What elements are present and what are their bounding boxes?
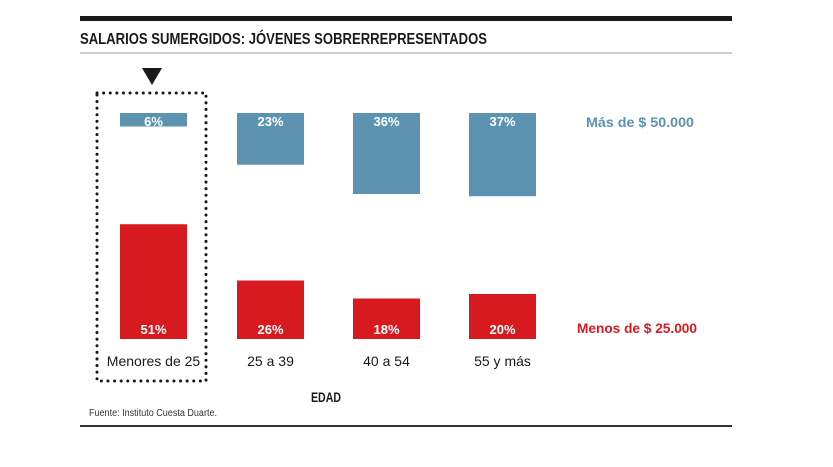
bar-high-income <box>353 113 420 194</box>
category-label: 25 a 39 <box>247 353 294 369</box>
data-label-high-income: 37% <box>489 114 515 129</box>
data-label-low-income: 18% <box>373 322 399 337</box>
data-label-low-income: 51% <box>140 322 166 337</box>
bar-low-income <box>237 280 304 339</box>
bar-high-income <box>237 113 304 165</box>
bar-low-income <box>469 294 536 339</box>
legend-low-income: Menos de $ 25.000 <box>577 320 697 336</box>
bar-low-income <box>353 298 420 339</box>
category-label: 55 y más <box>474 353 531 369</box>
data-label-low-income: 26% <box>257 322 283 337</box>
data-label-high-income: 36% <box>373 114 399 129</box>
bar-high-income <box>120 113 187 127</box>
legend-high-income: Más de $ 50.000 <box>586 114 694 130</box>
bar-high-income <box>469 113 536 197</box>
chart-title: SALARIOS SUMERGIDOS: JÓVENES SOBRERREPRE… <box>80 29 487 48</box>
category-label: Menores de 25 <box>107 353 201 369</box>
bar-low-income <box>120 224 187 339</box>
data-label-high-income: 6% <box>144 114 163 129</box>
top-rule <box>80 16 732 21</box>
highlight-arrow-icon <box>142 68 162 85</box>
x-axis-label: EDAD <box>311 389 341 405</box>
data-label-high-income: 23% <box>257 114 283 129</box>
category-label: 40 a 54 <box>363 353 410 369</box>
data-label-low-income: 20% <box>489 322 515 337</box>
source-note: Fuente: Instituto Cuesta Duarte. <box>89 408 217 419</box>
